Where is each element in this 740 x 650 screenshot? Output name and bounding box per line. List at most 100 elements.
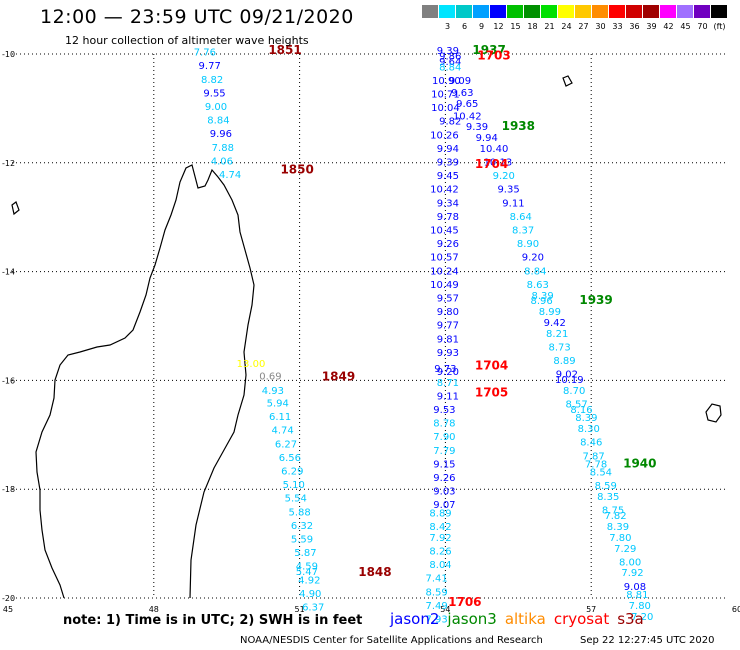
swh-value-label: 9.39 — [466, 122, 488, 133]
swh-value-label: 8.59 — [426, 587, 448, 598]
swh-value-label: 6.27 — [275, 439, 297, 450]
scale-entry: 15 — [507, 5, 524, 31]
swh-value-label: 8.71 — [437, 378, 459, 389]
lon-tick-label: 51 — [295, 605, 305, 614]
swh-value-label: 7.87 — [582, 451, 604, 462]
scale-entry: 33 — [609, 5, 626, 31]
scale-swatch — [490, 5, 507, 18]
scale-entry: 12 — [490, 5, 507, 31]
swh-value-label: 7.90 — [433, 432, 455, 443]
scale-label: 70 — [697, 22, 708, 31]
lat-tick-label: -20 — [2, 594, 15, 603]
swh-value-label: 9.45 — [437, 171, 459, 182]
credit-line: NOAA/NESDIS Center for Satellite Applica… — [240, 635, 543, 646]
swh-value-label: 10.57 — [430, 253, 459, 264]
scale-swatch — [660, 5, 677, 18]
swh-value-label: 6.11 — [269, 412, 291, 423]
legend-item-jason3: jason3 — [447, 610, 497, 628]
swh-value-label: 8.21 — [546, 329, 568, 340]
swh-value-label: 9.03 — [433, 487, 455, 498]
swh-value-label: 6.37 — [302, 603, 324, 614]
pass-time-label: 1704 — [475, 157, 508, 171]
pass-time-label: 1849 — [322, 369, 355, 383]
scale-swatch — [643, 5, 660, 18]
scale-swatch — [694, 5, 711, 18]
satellite-legend: jason2 jason3 altika cryosat s3a — [390, 610, 652, 628]
scale-swatch — [626, 5, 643, 18]
swh-value-label: 5.10 — [283, 480, 305, 491]
scale-swatch — [711, 5, 728, 18]
lon-tick-label: 48 — [149, 605, 159, 614]
scale-swatch — [439, 5, 456, 18]
lat-tick-label: -16 — [2, 376, 15, 385]
swh-value-label: 9.93 — [437, 348, 459, 359]
pass-time-label: 1939 — [579, 293, 612, 307]
pass-time-label: 1706 — [448, 595, 481, 609]
lon-tick-label: 45 — [3, 605, 13, 614]
swh-value-label: 8.84 — [439, 62, 461, 73]
swh-value-label: 8.81 — [626, 590, 648, 601]
pass-time-label: 1850 — [280, 163, 313, 177]
pass-time-label: 1704 — [475, 359, 508, 373]
swh-value-label: 5.47 — [296, 567, 318, 578]
swh-value-label: 4.74 — [271, 426, 293, 437]
swh-value-label: 9.65 — [456, 99, 478, 110]
coastline — [11, 75, 722, 599]
swh-value-label: 4.06 — [211, 156, 233, 167]
scale-entry: 27 — [575, 5, 592, 31]
swh-value-label: 7.82 — [604, 511, 626, 522]
scale-label: 15 — [510, 22, 521, 31]
swh-value-label: 5.94 — [267, 399, 289, 410]
scale-swatch — [422, 5, 439, 18]
scale-entry: (ft) — [711, 5, 728, 31]
swh-value-label: 8.96 — [530, 296, 552, 307]
scale-label: 39 — [646, 22, 657, 31]
scale-label: 3 — [444, 22, 451, 31]
swh-value-label: 4.92 — [298, 575, 320, 586]
scale-entry: 6 — [456, 5, 473, 31]
swh-value-label: 10.45 — [430, 226, 459, 237]
scale-entry: 39 — [643, 5, 660, 31]
swh-value-label: 8.84 — [524, 266, 546, 277]
swh-value-label: 6.56 — [279, 453, 301, 464]
swh-value-label: 9.96 — [210, 129, 232, 140]
swh-value-label: 7.80 — [609, 533, 631, 544]
swh-value-label: 10.71 — [431, 90, 460, 101]
swh-value-label: 8.46 — [580, 438, 602, 449]
swh-value-label: 7.29 — [614, 544, 636, 555]
scale-label: 33 — [612, 22, 623, 31]
swh-value-label: 9.81 — [437, 334, 459, 345]
swh-value-label: 9.77 — [437, 321, 459, 332]
swh-value-label: 8.78 — [433, 419, 455, 430]
swh-value-label: 9.39 — [437, 158, 459, 169]
page-title: 12:00 — 23:59 UTC 09/21/2020 — [40, 6, 354, 28]
swh-value-label: 7.80 — [629, 601, 651, 612]
swh-value-label: 8.39 — [607, 522, 629, 533]
swh-value-label: 7.78 — [585, 459, 607, 470]
wave-height-color-scale: 3 6 9 12 15 18 21 24 27 30 33 36 39 42 45 70 (ft) — [422, 5, 728, 31]
swh-value-label: 8.90 — [517, 239, 539, 250]
legend-item-altika: altika — [504, 610, 546, 628]
swh-labels: 7.76 9.77 8.82 9.55 9.00 8.84 9.96 7.88 4.06 4.74… — [194, 43, 657, 625]
swh-value-label: 9.11 — [437, 391, 459, 402]
footer-note: note: 1) Time is in UTC; 2) SWH is in fe… — [63, 613, 363, 628]
pass-time-label: 1938 — [502, 119, 535, 133]
swh-value-label: 9.94 — [437, 144, 459, 155]
scale-label: 18 — [527, 22, 538, 31]
pass-time-label: 1940 — [623, 456, 656, 470]
scale-label: (ft) — [713, 22, 726, 31]
swh-value-label: 6.29 — [281, 467, 303, 478]
swh-value-label: 9.63 — [451, 88, 473, 99]
swh-value-label: 9.15 — [433, 459, 455, 470]
scale-entry: 42 — [660, 5, 677, 31]
scale-swatch — [473, 5, 490, 18]
scale-entry: 70 — [694, 5, 711, 31]
madagascar-coastline — [35, 164, 255, 599]
swh-value-label: 9.94 — [476, 133, 498, 144]
swh-value-label: 8.35 — [597, 492, 619, 503]
swh-value-label: 8.63 — [527, 280, 549, 291]
swh-value-label: 9.20 — [522, 253, 544, 264]
swh-value-label: 8.64 — [510, 212, 532, 223]
mauritius-island — [562, 75, 573, 87]
swh-value-label: 7.79 — [433, 446, 455, 457]
